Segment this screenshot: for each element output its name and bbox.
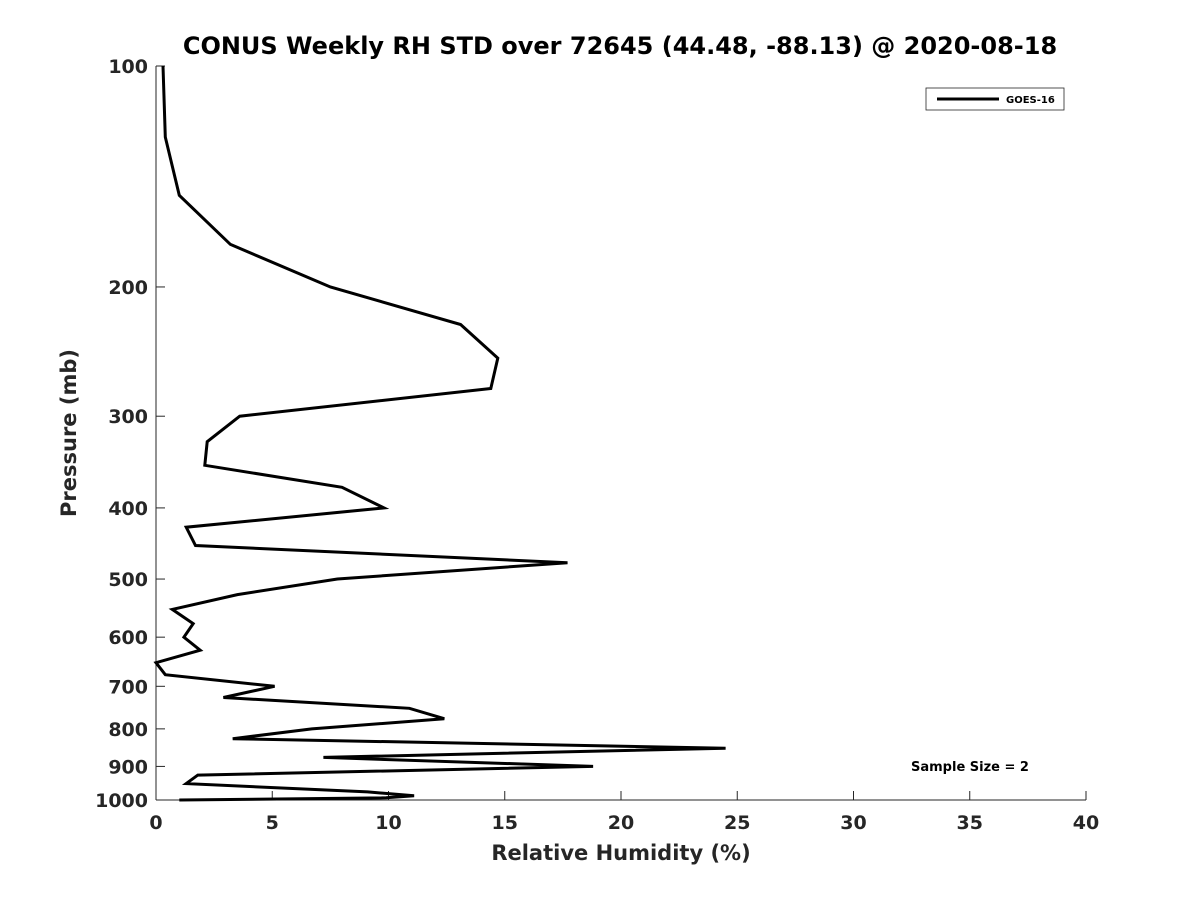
x-tick-label: 15	[492, 812, 518, 834]
legend: GOES-16	[925, 87, 1065, 111]
y-tick-label: 900	[108, 756, 148, 778]
y-tick-label: 100	[108, 56, 148, 78]
y-tick-label: 600	[108, 627, 148, 649]
y-axis-title: Pressure (mb)	[57, 349, 81, 517]
x-tick-label: 10	[375, 812, 401, 834]
series-layer	[153, 65, 726, 802]
y-tick-label: 300	[108, 406, 148, 428]
chart-title: CONUS Weekly RH STD over 72645 (44.48, -…	[183, 32, 1057, 60]
x-tick-label: 35	[957, 812, 983, 834]
x-tick-label: 0	[149, 812, 162, 834]
x-tick-label: 30	[840, 812, 866, 834]
x-ticks: 0 5 10 15 20 25 30 35 40	[149, 791, 1099, 834]
x-tick-label: 25	[724, 812, 750, 834]
series-line-goes-16	[153, 65, 726, 802]
y-tick-label: 800	[108, 719, 148, 741]
x-tick-label: 5	[266, 812, 279, 834]
legend-label-goes-16: GOES-16	[1006, 95, 1055, 106]
y-tick-label: 400	[108, 498, 148, 520]
x-tick-label: 20	[608, 812, 634, 834]
y-tick-label: 200	[108, 277, 148, 299]
x-axis-title: Relative Humidity (%)	[491, 841, 750, 865]
y-tick-label: 1000	[95, 790, 148, 812]
sample-size-annotation: Sample Size = 2	[911, 760, 1029, 775]
y-tick-label: 700	[108, 676, 148, 698]
y-ticks: 100 200 300 400 500 600 700 800 900 1000	[95, 56, 165, 812]
x-tick-label: 40	[1073, 812, 1099, 834]
y-tick-label: 500	[108, 569, 148, 591]
